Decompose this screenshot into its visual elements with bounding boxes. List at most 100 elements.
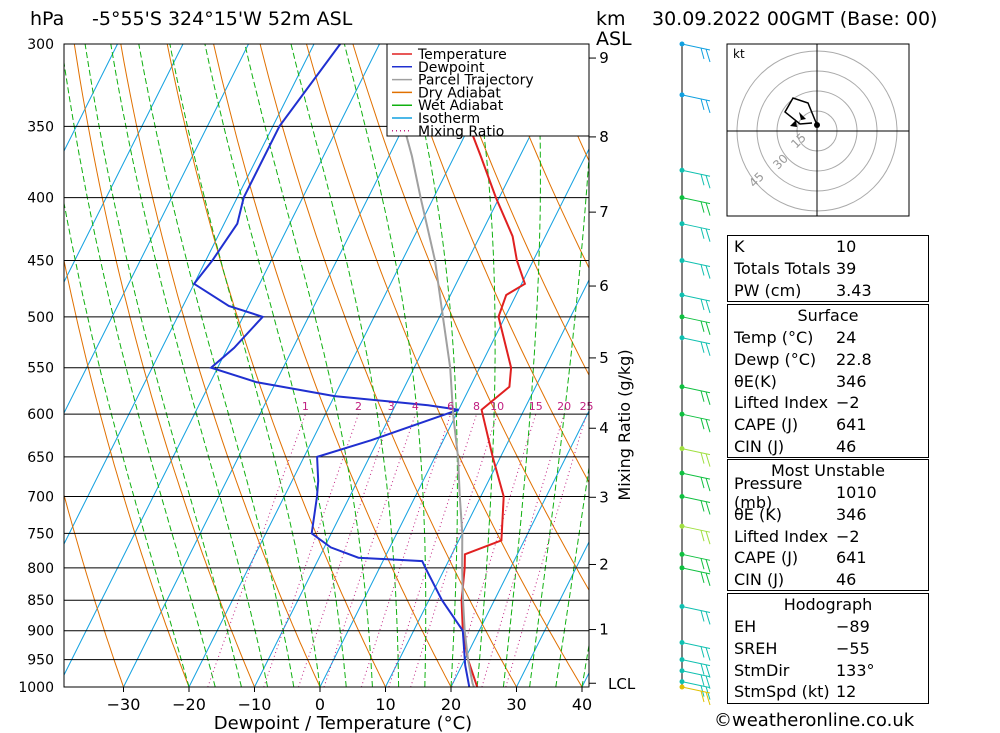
dry-adiabat-line — [491, 44, 589, 270]
wind-barb — [681, 43, 711, 51]
wind-barb-flag — [700, 500, 705, 512]
wind-barb-flag — [700, 201, 705, 213]
isotherm-line — [516, 540, 589, 687]
x-tick-label: −10 — [238, 695, 272, 714]
km-tick-label: 1 — [599, 621, 609, 639]
pressure-tick-label: 650 — [27, 450, 54, 466]
legend-label: Dewpoint — [418, 60, 485, 76]
wind-barb-flag — [700, 646, 705, 658]
mixing-ratio-label: 25 — [580, 400, 594, 413]
series-dewpoint — [192, 44, 471, 687]
x-tick-label: 20 — [441, 695, 461, 714]
isotherm-line — [254, 44, 577, 687]
index-row: Totals Totals 39 — [734, 259, 857, 279]
most-unstable-table: Most Unstable Pressure (mb) 1010 θE (K) 34… — [727, 459, 929, 592]
wind-barb-flag — [705, 175, 711, 189]
x-tick-label: 10 — [375, 695, 395, 714]
wind-barb-flag — [705, 391, 711, 405]
wind-barb-flag — [700, 47, 705, 60]
wind-barb-flag — [700, 418, 705, 430]
wind-barb — [681, 223, 711, 231]
wind-barb-flag — [700, 298, 705, 311]
km-tick-label: 6 — [599, 277, 609, 295]
x-tick-label: −20 — [172, 695, 206, 714]
mixing-ratio-label: 10 — [490, 400, 504, 413]
isotherm-line — [319, 147, 589, 687]
wet-adiabat-line — [64, 59, 216, 687]
legend-label: Temperature — [417, 47, 507, 63]
wind-barb-flag — [700, 476, 705, 489]
wind-barb — [681, 472, 711, 480]
isotherm-line — [64, 44, 118, 153]
isotherm-line — [64, 44, 184, 284]
wind-barb-flag — [705, 531, 711, 545]
wind-barb-flag — [700, 264, 705, 276]
pressure-tick-label: 700 — [27, 490, 54, 506]
mixing-ratio-label: 6 — [447, 400, 454, 413]
wind-barb-flag — [700, 227, 705, 239]
pressure-tick-label: 900 — [27, 624, 54, 640]
x-tick-label: 30 — [506, 695, 526, 714]
hodo-row: StmSpd (kt) 12 — [734, 682, 857, 702]
mixing-ratio-axis-label: Mixing Ratio (g/kg) — [615, 349, 634, 500]
hodograph-trace — [784, 97, 818, 126]
wind-barb-flag — [705, 477, 711, 492]
wet-adiabat-line — [290, 44, 400, 687]
wind-barb-flag — [705, 647, 711, 661]
height-unit-asl: ASL — [596, 28, 632, 50]
index-row: K 10 — [734, 237, 857, 257]
wet-adiabat-line — [343, 44, 427, 687]
wind-barb-flag — [705, 664, 711, 678]
wind-barb — [681, 448, 711, 456]
pressure-tick-label: 500 — [27, 310, 54, 326]
lcl-label: LCL — [608, 675, 636, 693]
mixing-ratio-line — [298, 414, 392, 687]
isotherm-line — [385, 278, 589, 687]
pressure-tick-label: 350 — [27, 119, 54, 135]
dry-adiabat-line — [306, 44, 583, 687]
wind-barb-flag — [700, 663, 705, 675]
wind-barb-flag — [705, 299, 711, 314]
wind-barb-flag — [700, 341, 705, 353]
km-tick-label: 3 — [599, 488, 609, 506]
mixing-ratio-label: 1 — [302, 400, 309, 413]
wind-barb — [681, 413, 711, 421]
wind-barb-flag — [705, 611, 711, 625]
wind-barb-flag — [705, 572, 711, 586]
wet-adiabat-line — [64, 200, 190, 687]
wind-barb-flag — [700, 530, 705, 542]
surface-title: Surface — [797, 306, 859, 325]
legend-label: Mixing Ratio — [418, 124, 504, 140]
wind-barb-flag — [705, 453, 711, 467]
wind-barb — [681, 197, 711, 205]
pressure-tick-label: 450 — [27, 254, 54, 270]
legend-box — [386, 43, 590, 137]
indices-table: K 10 Totals Totals 39 PW (cm) 3.43 — [727, 235, 929, 303]
x-tick-label: −30 — [107, 695, 141, 714]
km-tick-label: 2 — [599, 555, 609, 573]
hodograph-title: Hodograph — [783, 595, 873, 614]
surface-row: Dewp (°C) 22.8 — [734, 350, 872, 370]
wind-barb-flag — [705, 675, 711, 689]
pressure-unit: hPa — [30, 8, 65, 30]
pressure-tick-label: 850 — [27, 593, 54, 609]
wind-barb — [681, 681, 711, 689]
wind-barb — [681, 294, 711, 302]
hodograph-table: Hodograph EH −89 SREH −55 StmDir 133° StmSp… — [727, 593, 929, 704]
mixing-ratio-line — [207, 414, 306, 687]
credit-link[interactable]: ©weatheronline.co.uk — [714, 710, 915, 731]
mu-row: CIN (J) 46 — [734, 570, 857, 590]
pressure-tick-label: 950 — [27, 653, 54, 669]
mixing-ratio-line — [263, 414, 359, 687]
legend-label: Wet Adiabat — [418, 98, 504, 114]
dry-adiabat-line — [445, 44, 589, 377]
surface-row: CIN (J) 46 — [734, 436, 857, 456]
dry-adiabat-line — [259, 44, 517, 687]
wind-barb — [681, 525, 711, 533]
pressure-tick-label: 600 — [27, 407, 54, 423]
surface-row: Temp (°C) 24 — [734, 328, 857, 348]
legend-label: Dry Adiabat — [418, 85, 501, 101]
km-tick-label: 8 — [599, 128, 609, 146]
surface-table: Surface Temp (°C) 24 Dewp (°C) 22.8 θE(K) 3… — [727, 304, 929, 459]
